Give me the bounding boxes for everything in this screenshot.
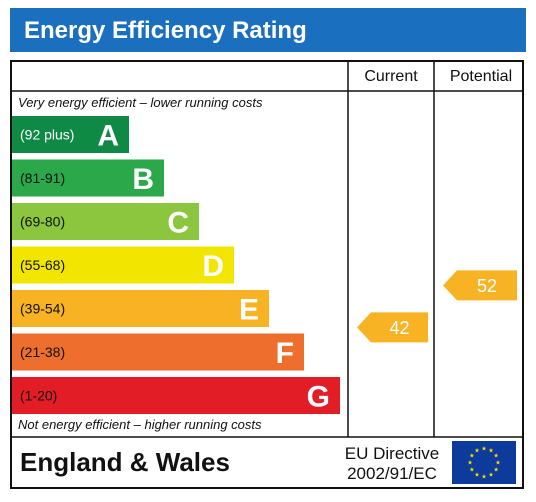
chart-frame <box>10 60 524 489</box>
eu-star-icon <box>467 460 473 465</box>
potential-rating-value: 52 <box>477 276 497 296</box>
band-bar-a <box>12 116 129 153</box>
chart-title: Energy Efficiency Rating <box>24 17 307 44</box>
eu-star-icon <box>474 472 480 477</box>
band-letter-c: C <box>167 207 189 240</box>
directive-line-1: EU Directive <box>345 444 439 463</box>
band-bar-f <box>12 333 304 371</box>
band-letter-g: G <box>307 381 330 414</box>
rating-bands: (92 plus) A (81-91) B (69-80) C (55-68) D (39-54… <box>12 116 340 414</box>
eu-star-icon <box>481 474 487 479</box>
band-bar-c <box>12 203 199 240</box>
band-range-d: (55-68) <box>20 257 65 273</box>
bottom-caption: Not energy efficient – higher running co… <box>18 417 262 432</box>
current-rating-value: 42 <box>389 318 409 338</box>
eu-star-icon <box>488 447 494 453</box>
potential-column-header: Potential <box>450 68 512 85</box>
current-rating-arrow <box>357 312 428 343</box>
rating-markers: 42 52 <box>357 270 517 343</box>
band-letter-b: B <box>132 163 154 196</box>
band-letter-f: F <box>276 337 294 370</box>
band-range-a: (92 plus) <box>20 127 74 143</box>
region-label: England & Wales <box>20 447 230 477</box>
band-range-f: (21-38) <box>20 344 65 360</box>
band-range-b: (81-91) <box>20 170 65 186</box>
band-range-g: (1-20) <box>20 388 57 404</box>
band-bar-e <box>12 290 269 327</box>
top-caption: Very energy efficient – lower running co… <box>18 95 263 110</box>
eu-star-icon <box>493 453 499 458</box>
potential-rating-arrow <box>443 270 517 301</box>
directive-line-2: 2002/91/EC <box>347 464 437 483</box>
eu-flag-icon <box>452 441 516 484</box>
band-bar-b <box>12 159 164 197</box>
eu-star-icon <box>488 472 494 477</box>
eu-star-icon <box>493 467 499 472</box>
band-letter-e: E <box>239 294 259 327</box>
eu-star-icon <box>469 467 475 472</box>
band-bar-d <box>12 246 234 284</box>
eu-star-icon <box>469 453 475 458</box>
title-bar: Energy Efficiency Rating <box>10 8 526 52</box>
band-bar-g <box>12 377 340 414</box>
eu-star-icon <box>495 460 501 465</box>
band-letter-d: D <box>202 250 224 283</box>
band-range-e: (39-54) <box>20 301 65 317</box>
eu-star-icon <box>474 447 480 453</box>
band-range-c: (69-80) <box>20 214 65 230</box>
band-letter-a: A <box>97 120 119 153</box>
eu-star-icon <box>481 446 487 451</box>
current-column-header: Current <box>364 68 418 85</box>
